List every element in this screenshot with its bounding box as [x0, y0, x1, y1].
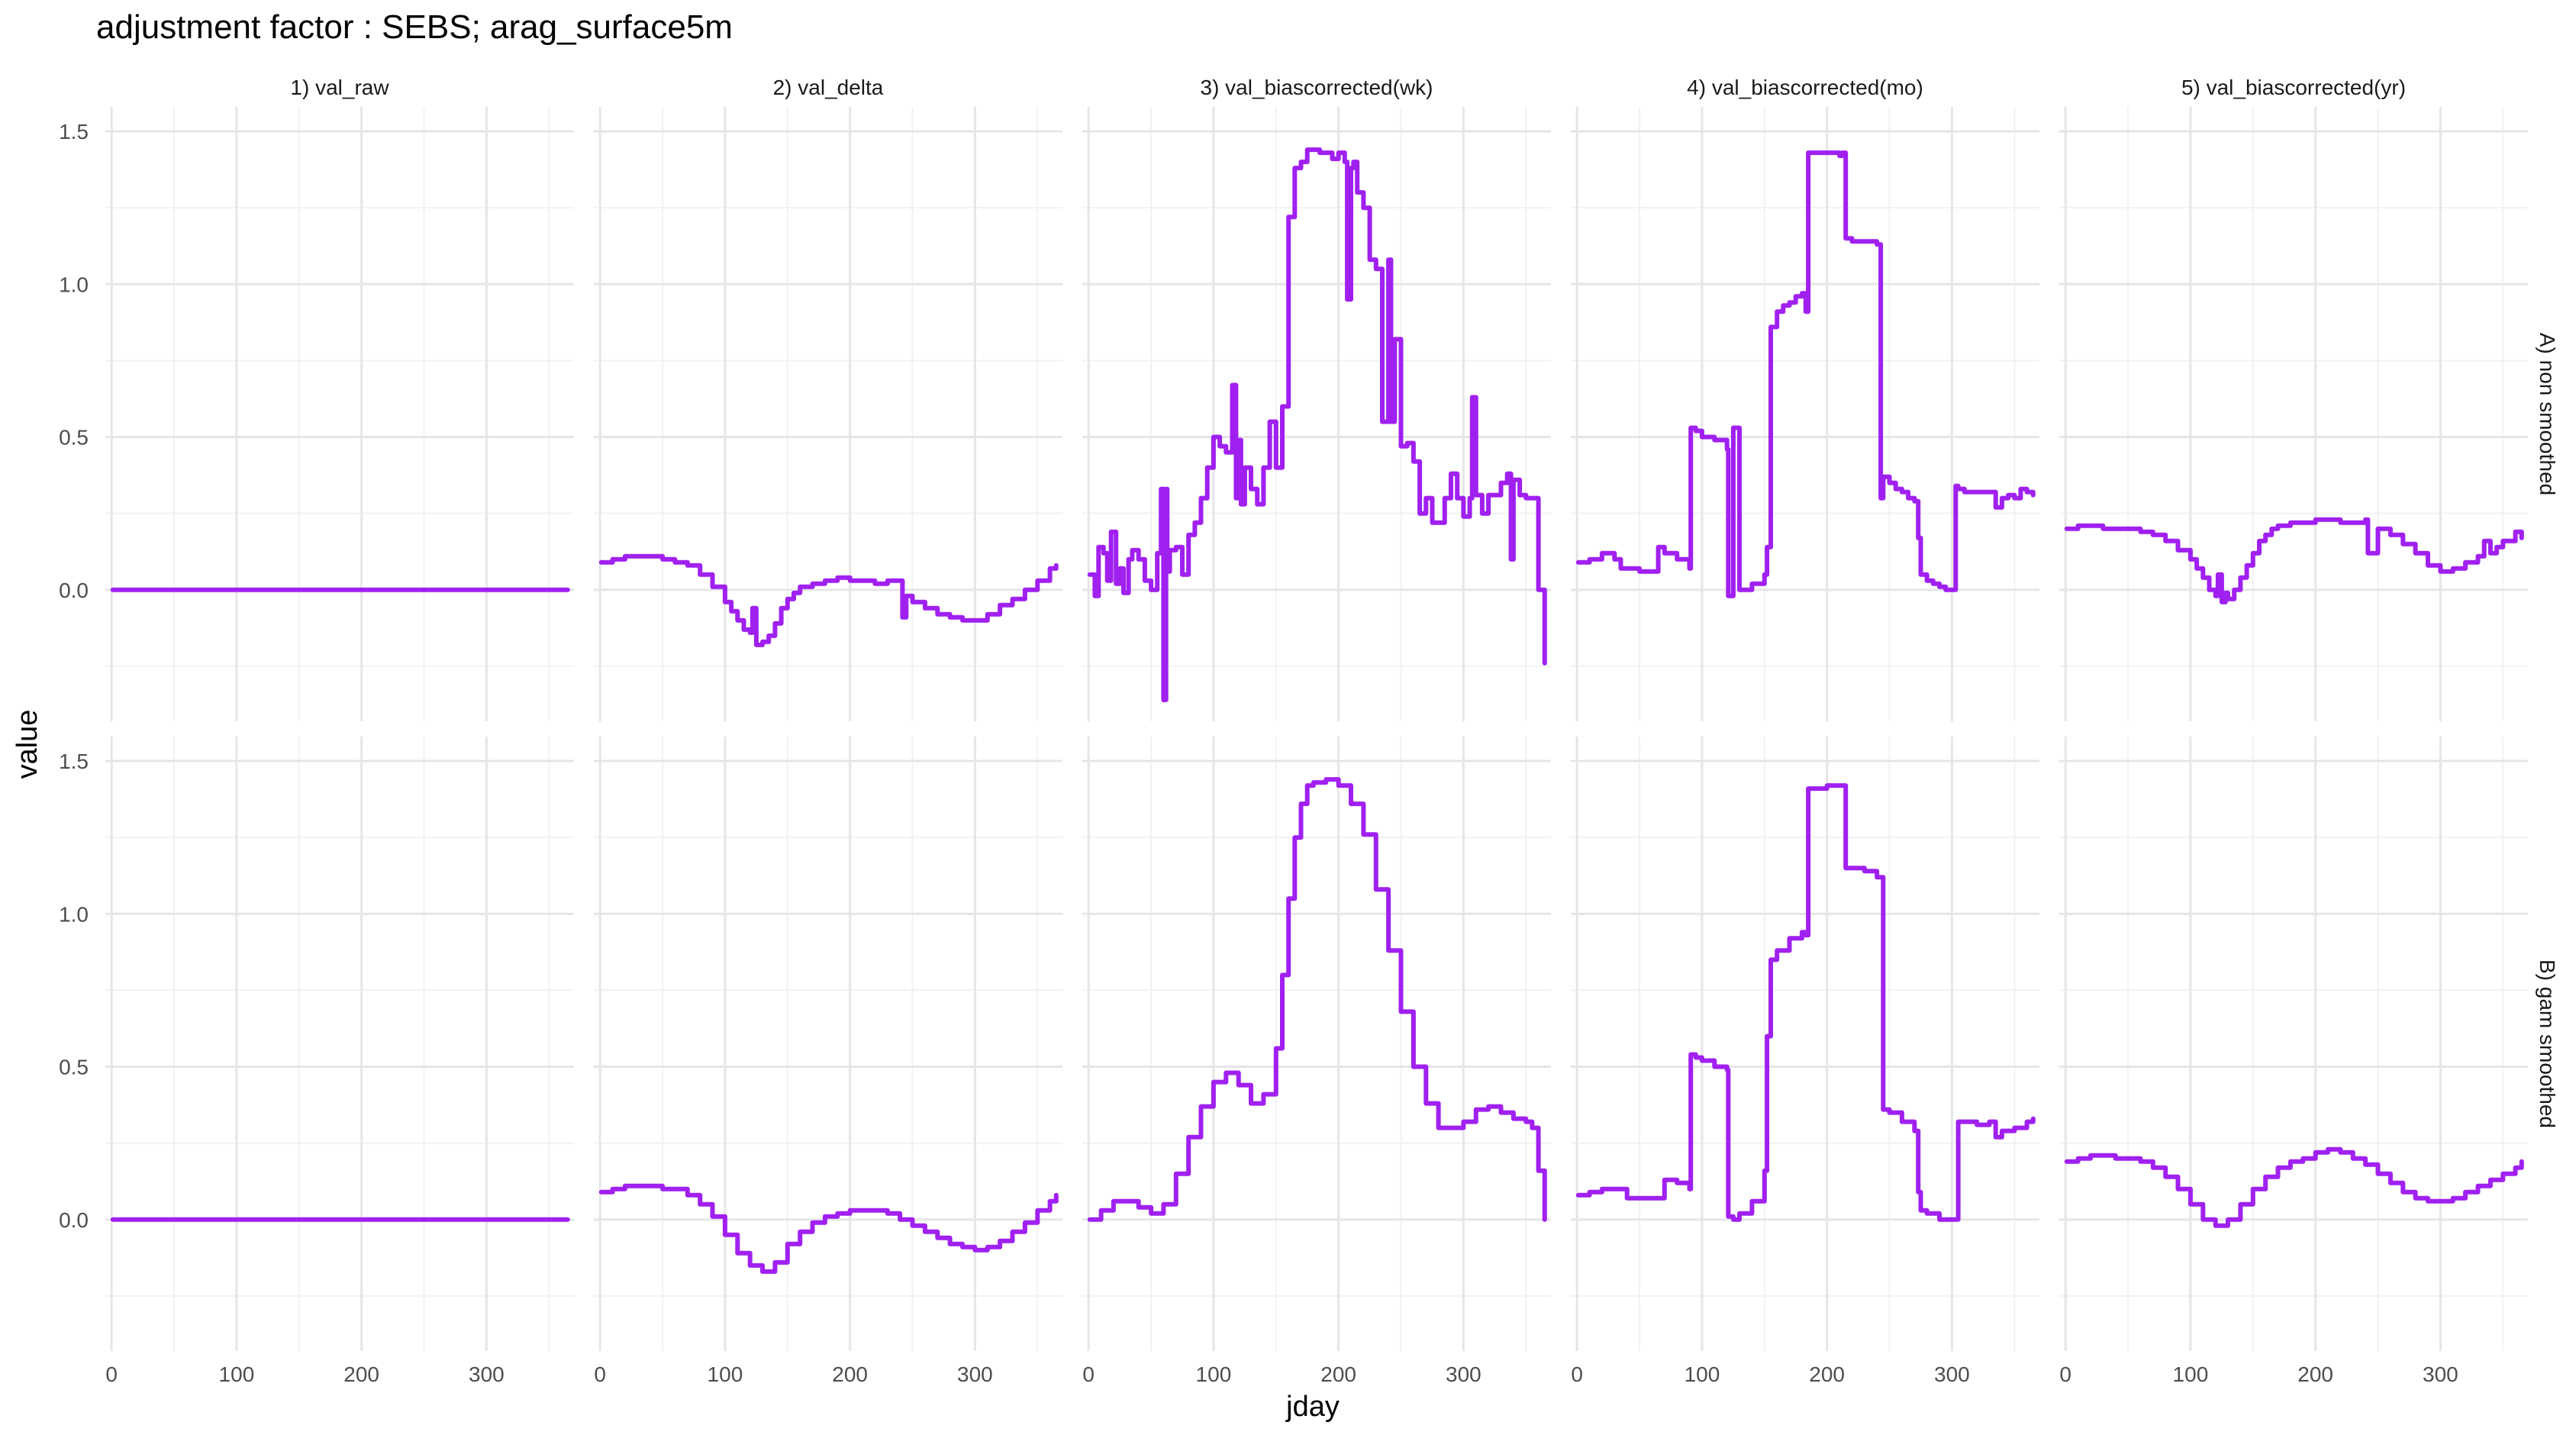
- x-tick-label: 100: [708, 1362, 743, 1386]
- x-tick-label: 100: [219, 1362, 255, 1386]
- x-tick-label: 100: [1685, 1362, 1720, 1386]
- y-axis-title: value: [11, 710, 44, 779]
- facet-column-label: 4) val_biascorrected(mo): [1687, 76, 1923, 99]
- y-tick-label: 0.0: [59, 1208, 89, 1232]
- x-tick-label: 100: [2173, 1362, 2209, 1386]
- series-line: [1087, 147, 1547, 702]
- y-tick-label: 1.0: [59, 272, 89, 296]
- chart-title: adjustment factor : SEBS; arag_surface5m: [96, 8, 733, 46]
- y-tick-label: 0.5: [59, 426, 89, 450]
- facet-panel: [105, 737, 574, 1351]
- facet-row-label: B) gam smoothed: [2536, 959, 2559, 1128]
- x-tick-label: 200: [832, 1362, 868, 1386]
- x-tick-label: 0: [2059, 1362, 2071, 1386]
- x-tick-label: 200: [1809, 1362, 1845, 1386]
- x-tick-label: 200: [343, 1362, 379, 1386]
- facet-panel: [1571, 107, 2039, 721]
- facet-panel: [594, 737, 1062, 1351]
- x-tick-label: 300: [1446, 1362, 1481, 1386]
- series-line: [2064, 517, 2524, 605]
- facet-row-label: A) non smoothed: [2536, 333, 2559, 495]
- facet-column-label: 5) val_biascorrected(yr): [2181, 76, 2406, 99]
- x-tick-label: 0: [594, 1362, 606, 1386]
- x-tick-label: 200: [2297, 1362, 2333, 1386]
- series-line: [2064, 1146, 2524, 1228]
- facet-column-label: 2) val_delta: [773, 76, 884, 99]
- x-tick-label: 300: [957, 1362, 993, 1386]
- x-tick-label: 200: [1320, 1362, 1356, 1386]
- x-tick-label: 0: [105, 1362, 118, 1386]
- x-axis-title: jday: [1285, 1391, 1340, 1423]
- series-line: [1087, 777, 1547, 1222]
- x-tick-label: 300: [2423, 1362, 2458, 1386]
- series-line: [598, 553, 1059, 647]
- series-line: [1575, 150, 2036, 598]
- x-tick-label: 300: [469, 1362, 505, 1386]
- facet-panel: [1571, 737, 2039, 1351]
- series-line: [598, 1183, 1059, 1274]
- series-line: [1575, 783, 2036, 1222]
- panels-layer: 1) val_raw 2) val_delta 3) val_biascorrect…: [59, 76, 2559, 1386]
- facet-panel: [594, 107, 1062, 721]
- y-tick-label: 0.5: [59, 1056, 89, 1079]
- y-tick-label: 0.0: [59, 579, 89, 602]
- x-tick-label: 0: [1571, 1362, 1583, 1386]
- y-tick-label: 1.5: [59, 120, 89, 144]
- x-tick-label: 300: [1934, 1362, 1970, 1386]
- facet-panel: [2059, 737, 2528, 1351]
- y-tick-label: 1.0: [59, 902, 89, 926]
- facet-panel: [1082, 107, 1551, 721]
- facet-column-label: 3) val_biascorrected(wk): [1201, 76, 1433, 99]
- y-tick-label: 1.5: [59, 750, 89, 773]
- facet-panel: [105, 107, 574, 721]
- facet-panel: [2059, 107, 2528, 721]
- facet-column-label: 1) val_raw: [290, 76, 389, 99]
- x-tick-label: 0: [1082, 1362, 1095, 1386]
- facet-panel: [1082, 737, 1551, 1351]
- x-tick-label: 100: [1196, 1362, 1232, 1386]
